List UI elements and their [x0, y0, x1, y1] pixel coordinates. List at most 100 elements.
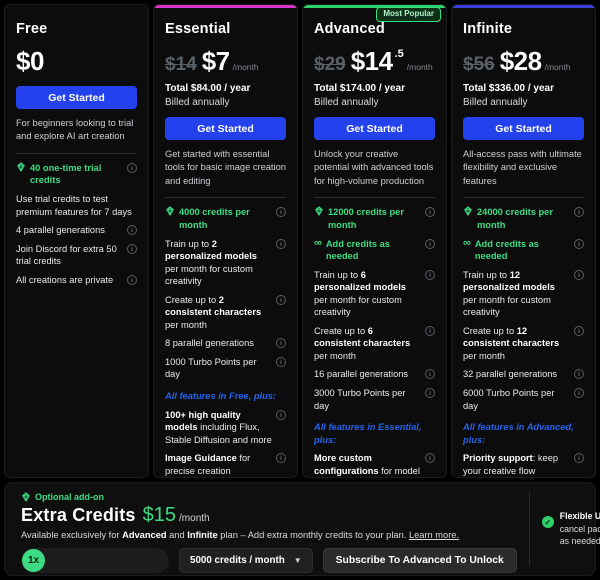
info-icon[interactable]: i — [276, 453, 286, 464]
divider — [16, 152, 137, 154]
info-icon[interactable]: i — [127, 225, 137, 236]
info-icon[interactable]: i — [574, 387, 584, 398]
plan-card: Most Popular Advanced $29 $14 .5 /month … — [302, 4, 447, 478]
feature-text: 40 one-time trial credits — [30, 162, 102, 186]
feature-text: Create up to 12 consistent characters pe… — [463, 325, 560, 361]
info-icon[interactable]: i — [574, 207, 584, 218]
get-started-button[interactable]: Get Started — [16, 86, 137, 109]
addon-desc-infinite: Infinite — [187, 530, 218, 540]
plan-card: Free $0 Get Started For beginners lookin… — [4, 4, 149, 478]
info-icon[interactable]: i — [127, 162, 137, 173]
price-period: /month — [406, 62, 433, 72]
slider-knob[interactable]: 1x — [22, 549, 45, 572]
gem-icon — [463, 206, 473, 217]
old-price: $14 — [165, 54, 197, 75]
info-icon[interactable]: i — [127, 243, 137, 254]
info-icon[interactable]: i — [574, 453, 584, 464]
feature-text: Use trial credits to test premium featur… — [16, 194, 132, 217]
feature-text: Add credits as needed — [325, 238, 390, 262]
most-popular-badge: Most Popular — [376, 7, 441, 22]
plan-price-row: $0 — [16, 46, 137, 77]
learn-more-link[interactable]: Learn more. — [408, 530, 460, 540]
divider — [165, 197, 286, 199]
note-text: Flexible Usage: Adjust or cancel packs e… — [560, 510, 600, 548]
feature-text: Image Guidance for precise creation — [165, 453, 251, 476]
feature-row: Join Discord for extra 50 trial credits … — [16, 243, 137, 268]
addon-label: Optional add-on — [21, 492, 517, 502]
plan-accent-bar — [303, 5, 446, 8]
info-icon[interactable]: i — [425, 269, 435, 280]
dropdown-value: 5000 credits / month — [190, 555, 285, 566]
feature-row: All features in Free, plus: — [165, 390, 286, 403]
feature-row: 24000 credits per month i — [463, 206, 584, 231]
addon-bar: Optional add-on Extra Credits $15 /month… — [4, 482, 600, 576]
gem-icon — [314, 206, 324, 217]
get-started-button[interactable]: Get Started — [314, 117, 435, 140]
feature-row: 1000 Turbo Points per day i — [165, 356, 286, 381]
info-icon[interactable]: i — [574, 325, 584, 336]
info-icon[interactable]: i — [276, 207, 286, 218]
subscribe-to-advanced-button[interactable]: Subscribe To Advanced To Unlock — [322, 548, 517, 573]
feature-row: 100+ high quality models including Flux,… — [165, 409, 286, 447]
info-icon[interactable]: i — [425, 207, 435, 218]
info-icon[interactable]: i — [276, 238, 286, 249]
addon-main: Optional add-on Extra Credits $15 /month… — [21, 492, 529, 573]
old-price: $56 — [463, 54, 495, 75]
plan-accent-bar — [154, 5, 297, 8]
info-icon[interactable]: i — [425, 453, 435, 464]
addon-price-per: /month — [179, 513, 210, 524]
addon-label-text: Optional add-on — [35, 492, 104, 502]
feature-row: ∞ Add credits as needed i — [314, 236, 435, 263]
price-period: /month — [544, 62, 571, 72]
feature-text: 4000 credits per month — [179, 207, 250, 230]
current-price: $7 — [201, 46, 230, 76]
note-title: Flexible Usage: — [559, 510, 600, 521]
plan-name: Infinite — [463, 21, 513, 37]
info-icon[interactable]: i — [425, 325, 435, 336]
info-icon[interactable]: i — [276, 356, 286, 367]
feature-row: 12000 credits per month i — [314, 206, 435, 231]
chevron-down-icon: ▼ — [293, 556, 302, 565]
plan-accent-bar — [452, 5, 595, 8]
plan-billed: Billed annually — [314, 97, 379, 108]
info-icon[interactable]: i — [574, 238, 584, 249]
feature-text: 24000 credits per month — [477, 207, 553, 230]
addon-description: Available exclusively for Advanced and I… — [21, 530, 517, 540]
info-icon[interactable]: i — [127, 274, 137, 285]
feature-row: 4000 credits per month i — [165, 206, 286, 231]
infinity-icon: ∞ — [314, 236, 322, 249]
info-icon[interactable]: i — [425, 369, 435, 380]
info-icon[interactable]: i — [276, 409, 286, 420]
current-price: $0 — [16, 46, 44, 76]
info-icon[interactable]: i — [574, 369, 584, 380]
old-price: $29 — [314, 54, 346, 75]
feature-text: All features in Free, plus: — [165, 390, 277, 401]
feature-text: Train up to 2 personalized models per mo… — [165, 238, 257, 287]
feature-row: 16 parallel generations i — [314, 368, 435, 381]
credits-multiplier-slider[interactable]: 1x — [21, 548, 169, 573]
addon-title-row: Extra Credits $15 /month — [21, 504, 517, 527]
feature-list: 24000 credits per month i ∞ Add credits … — [463, 206, 584, 477]
divider — [314, 197, 435, 199]
credits-pack-dropdown[interactable]: 5000 credits / month ▼ — [179, 548, 313, 573]
get-started-button[interactable]: Get Started — [463, 117, 584, 140]
feature-row: All features in Essential, plus: — [314, 421, 435, 446]
info-icon[interactable]: i — [574, 269, 584, 280]
feature-row: Train up to 2 personalized models per mo… — [165, 238, 286, 288]
addon-controls: 1x 5000 credits / month ▼ Subscribe To A… — [21, 548, 517, 573]
flexible-usage-note: ✓ Flexible Usage: Adjust or cancel packs… — [528, 492, 600, 566]
feature-row: More custom configurations for model tra… — [314, 452, 435, 477]
info-icon[interactable]: i — [425, 387, 435, 398]
feature-list: 4000 credits per month i Train up to 2 p… — [165, 206, 286, 477]
feature-row: Train up to 12 personalized models per m… — [463, 269, 584, 319]
plan-total: Total $174.00 / year — [314, 83, 405, 94]
info-icon[interactable]: i — [425, 238, 435, 249]
feature-text: Train up to 12 personalized models per m… — [463, 269, 555, 318]
feature-text: 100+ high quality models including Flux,… — [165, 409, 272, 445]
feature-text: Create up to 6 consistent characters per… — [314, 325, 411, 361]
feature-text: 3000 Turbo Points per day — [314, 387, 406, 411]
info-icon[interactable]: i — [276, 338, 286, 349]
info-icon[interactable]: i — [276, 294, 286, 305]
feature-row: 8 parallel generations i — [165, 337, 286, 350]
get-started-button[interactable]: Get Started — [165, 117, 286, 140]
